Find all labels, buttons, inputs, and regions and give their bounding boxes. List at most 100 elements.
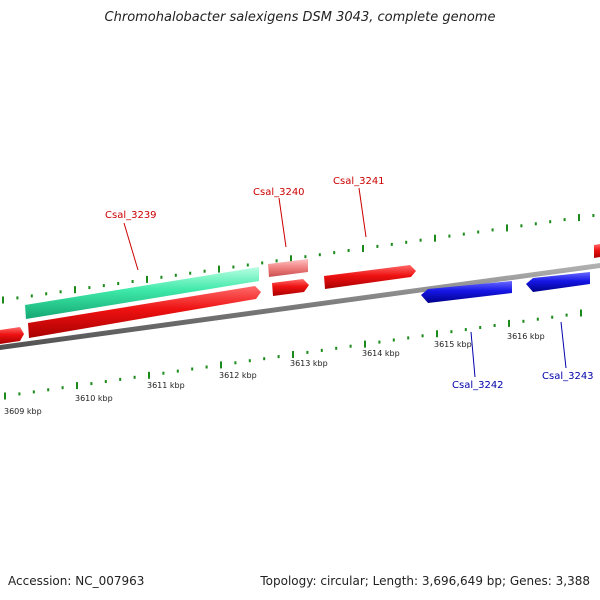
leader-line	[278, 197, 287, 248]
gene-arrow-csal-3243[interactable]	[526, 272, 590, 292]
minor-tick	[275, 259, 278, 263]
minor-tick	[522, 319, 525, 323]
minor-tick	[378, 340, 381, 344]
major-tick	[220, 361, 222, 369]
minor-tick	[520, 224, 523, 228]
minor-tick	[477, 230, 480, 234]
minor-tick	[421, 334, 424, 338]
gene-label-csal-3242[interactable]: Csal_3242	[452, 380, 504, 391]
minor-tick	[45, 292, 48, 296]
minor-tick	[448, 234, 451, 238]
genome-title: Chromohalobacter salexigens DSM 3043, co…	[104, 10, 496, 25]
scale-label: 3615 kbp	[434, 340, 472, 349]
minor-tick	[232, 265, 235, 269]
minor-tick	[189, 271, 192, 275]
minor-tick	[102, 284, 105, 288]
minor-tick	[304, 255, 307, 259]
minor-tick	[119, 377, 122, 381]
minor-tick	[176, 369, 179, 373]
minor-tick	[104, 380, 107, 383]
major-tick	[506, 224, 508, 232]
major-tick	[76, 382, 78, 390]
major-tick	[146, 275, 148, 283]
major-tick	[74, 286, 76, 294]
gene-arrow-csal-3241[interactable]	[324, 265, 416, 289]
major-tick	[2, 296, 4, 304]
major-tick	[508, 319, 510, 327]
minor-tick	[61, 386, 64, 390]
major-tick	[434, 234, 436, 242]
minor-tick	[318, 253, 321, 257]
minor-tick	[261, 261, 264, 265]
minor-tick	[565, 313, 568, 317]
minor-tick	[306, 350, 309, 354]
minor-tick	[534, 222, 537, 226]
reverse-strand-tick-row	[4, 309, 582, 400]
minor-tick	[347, 249, 350, 252]
gene-arrow-forward[interactable]	[0, 327, 24, 344]
scale-label: 3614 kbp	[362, 349, 400, 358]
gene-label-csal-3240[interactable]: Csal_3240	[253, 187, 305, 198]
scale-label: 3613 kbp	[290, 359, 328, 368]
minor-tick	[59, 290, 62, 294]
scale-label: 3616 kbp	[507, 332, 545, 341]
minor-tick	[462, 232, 465, 236]
minor-tick	[479, 326, 482, 329]
minor-tick	[549, 220, 552, 224]
scale-label: 3611 kbp	[147, 381, 185, 390]
minor-tick	[563, 218, 566, 222]
scale-labels: 3609 kbp 3610 kbp 3611 kbp 3612 kbp 3613…	[4, 332, 545, 416]
minor-tick	[390, 242, 393, 246]
gene-label-csal-3241[interactable]: Csal_3241	[333, 176, 385, 187]
minor-tick	[90, 382, 93, 386]
minor-tick	[263, 357, 266, 361]
gene-arrow-csal-3242[interactable]	[421, 281, 512, 303]
minor-tick	[32, 390, 35, 394]
minor-tick	[551, 315, 554, 319]
scale-label: 3610 kbp	[75, 394, 113, 403]
minor-tick	[277, 355, 280, 359]
minor-tick	[320, 348, 323, 352]
minor-tick	[174, 273, 177, 277]
minor-tick	[392, 338, 395, 342]
minor-tick	[248, 359, 251, 363]
gene-arrow-csal-3239[interactable]	[28, 286, 261, 338]
minor-tick	[131, 280, 134, 283]
gene-arrow-forward[interactable]	[594, 244, 600, 258]
genome-stats-text: Topology: circular; Length: 3,696,649 bp…	[260, 574, 590, 588]
major-tick	[4, 392, 6, 400]
major-tick	[218, 265, 220, 273]
minor-tick	[160, 275, 163, 279]
minor-tick	[205, 365, 208, 369]
minor-tick	[30, 294, 33, 298]
major-tick	[290, 255, 292, 263]
minor-tick	[493, 324, 496, 327]
gene-arrow-csal-3240[interactable]	[272, 279, 309, 296]
gene-label-csal-3243[interactable]: Csal_3243	[542, 371, 594, 382]
major-tick	[364, 340, 366, 348]
gene-label-csal-3239[interactable]: Csal_3239	[105, 210, 157, 221]
minor-tick	[333, 251, 336, 255]
major-tick	[148, 371, 150, 379]
minor-tick	[419, 238, 422, 242]
minor-tick	[491, 228, 494, 232]
minor-tick	[592, 214, 595, 217]
major-tick	[292, 351, 294, 358]
minor-tick	[18, 392, 21, 396]
minor-tick	[407, 336, 410, 340]
minor-tick	[162, 371, 165, 375]
leader-line	[358, 187, 367, 238]
accession-text: Accession: NC_007963	[8, 574, 145, 588]
minor-tick	[88, 286, 91, 290]
gene-feature-csal-3240[interactable]	[268, 259, 308, 277]
minor-tick	[47, 388, 50, 392]
minor-tick	[464, 328, 467, 332]
minor-tick	[376, 244, 379, 248]
scale-label: 3609 kbp	[4, 407, 42, 416]
minor-tick	[16, 296, 19, 300]
gene-feature-csal-3239[interactable]	[25, 267, 259, 319]
minor-tick	[349, 344, 352, 348]
leader-line	[123, 222, 139, 271]
minor-tick	[191, 367, 194, 371]
